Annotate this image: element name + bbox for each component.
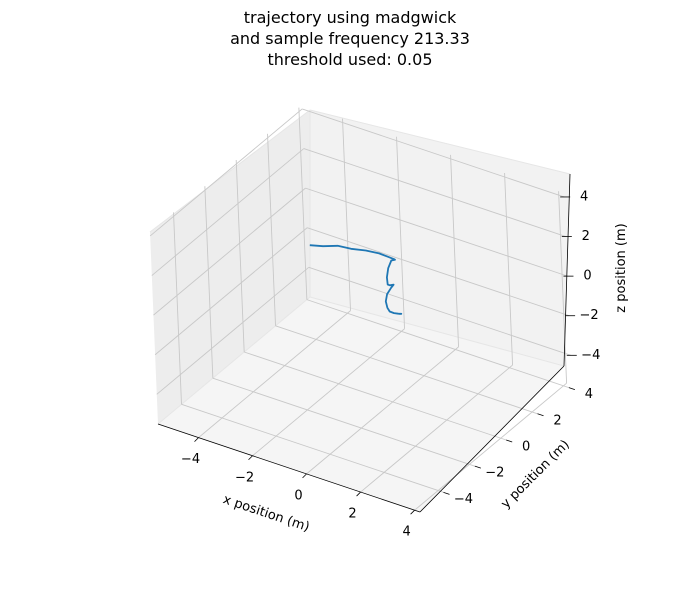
z-grid-left <box>149 108 303 237</box>
z-grid-back <box>306 227 570 317</box>
y-grid-floor <box>181 403 444 493</box>
y-tick-mark <box>537 413 544 417</box>
y-grid-floor <box>244 351 507 441</box>
grid-lines <box>149 107 571 511</box>
series-layer <box>309 244 403 315</box>
y-tick-mark <box>506 439 513 443</box>
z-tick-label: 0 <box>583 269 591 284</box>
y-grid-left <box>204 186 214 379</box>
x-grid-back <box>450 154 460 347</box>
y-tick-label: 4 <box>585 387 593 402</box>
x-grid-back <box>558 191 568 384</box>
chart-title-line-3: threshold used: 0.05 <box>267 50 433 69</box>
trajectory-line-0 <box>309 244 403 315</box>
x-axis-line <box>157 423 421 513</box>
x-tick-mark <box>410 509 415 515</box>
z-grid-left <box>153 187 306 316</box>
x-grid-back <box>504 173 514 366</box>
y-tick-label: −4 <box>454 492 473 507</box>
chart-title-line-2: and sample frequency 213.33 <box>230 29 470 48</box>
z-grid-back <box>308 266 571 356</box>
x-tick-label: 4 <box>402 525 410 540</box>
z-axis-line <box>563 173 571 367</box>
z-grid-back <box>303 148 566 237</box>
y-tick-label: 0 <box>522 439 530 454</box>
x-tick-label: 2 <box>348 507 356 522</box>
z-grid-back <box>302 108 565 198</box>
y-grid-left <box>267 133 276 326</box>
y-grid-left <box>173 212 182 405</box>
x-grid-back <box>396 136 405 329</box>
chart-title-line-1: trajectory using madgwick <box>243 8 457 27</box>
x-tick-label: −2 <box>235 470 254 485</box>
x-tick-mark <box>248 455 253 461</box>
x-grid-floor <box>360 364 513 493</box>
y-axis-line <box>419 365 565 513</box>
z-tick-label: −4 <box>581 348 600 363</box>
x-grid-floor <box>414 382 567 511</box>
z-grid-back <box>305 187 568 277</box>
y-grid-left <box>298 107 308 300</box>
axis-ticks: −4 −2 0 2 4 −4 −2 0 2 4 −4 −2 0 2 4 <box>181 189 600 539</box>
x-tick-mark <box>194 437 199 442</box>
z-grid-left <box>154 227 308 356</box>
y-grid-left <box>235 159 245 353</box>
z-tick-label: 4 <box>580 189 588 204</box>
z-grid-left <box>156 266 310 395</box>
pane-edges <box>149 109 571 425</box>
x-tick-mark <box>302 473 307 479</box>
y-tick-label: 2 <box>553 413 561 428</box>
y-tick-mark <box>474 465 481 469</box>
x-tick-label: 0 <box>294 488 302 503</box>
y-tick-mark <box>443 491 450 495</box>
y-tick-mark <box>568 387 575 390</box>
y-axis-label: y position (m) <box>498 437 572 511</box>
z-axis-label: z position (m) <box>614 223 629 312</box>
y-grid-floor <box>275 325 538 415</box>
x-tick-mark <box>356 491 361 497</box>
x-grid-back <box>342 118 351 311</box>
x-grid-floor <box>252 328 405 457</box>
y-grid-floor <box>306 299 570 389</box>
x-grid-floor <box>306 346 459 475</box>
x-grid-floor <box>198 310 351 438</box>
y-tick-label: −2 <box>485 466 504 481</box>
pane-floor <box>158 297 564 512</box>
y-grid-floor <box>212 377 475 467</box>
z-grid-left <box>151 148 305 276</box>
z-tick-label: −2 <box>580 308 599 323</box>
z-tick-label: 2 <box>582 229 590 244</box>
x-tick-label: −4 <box>181 452 200 467</box>
axis-lines <box>157 173 571 513</box>
